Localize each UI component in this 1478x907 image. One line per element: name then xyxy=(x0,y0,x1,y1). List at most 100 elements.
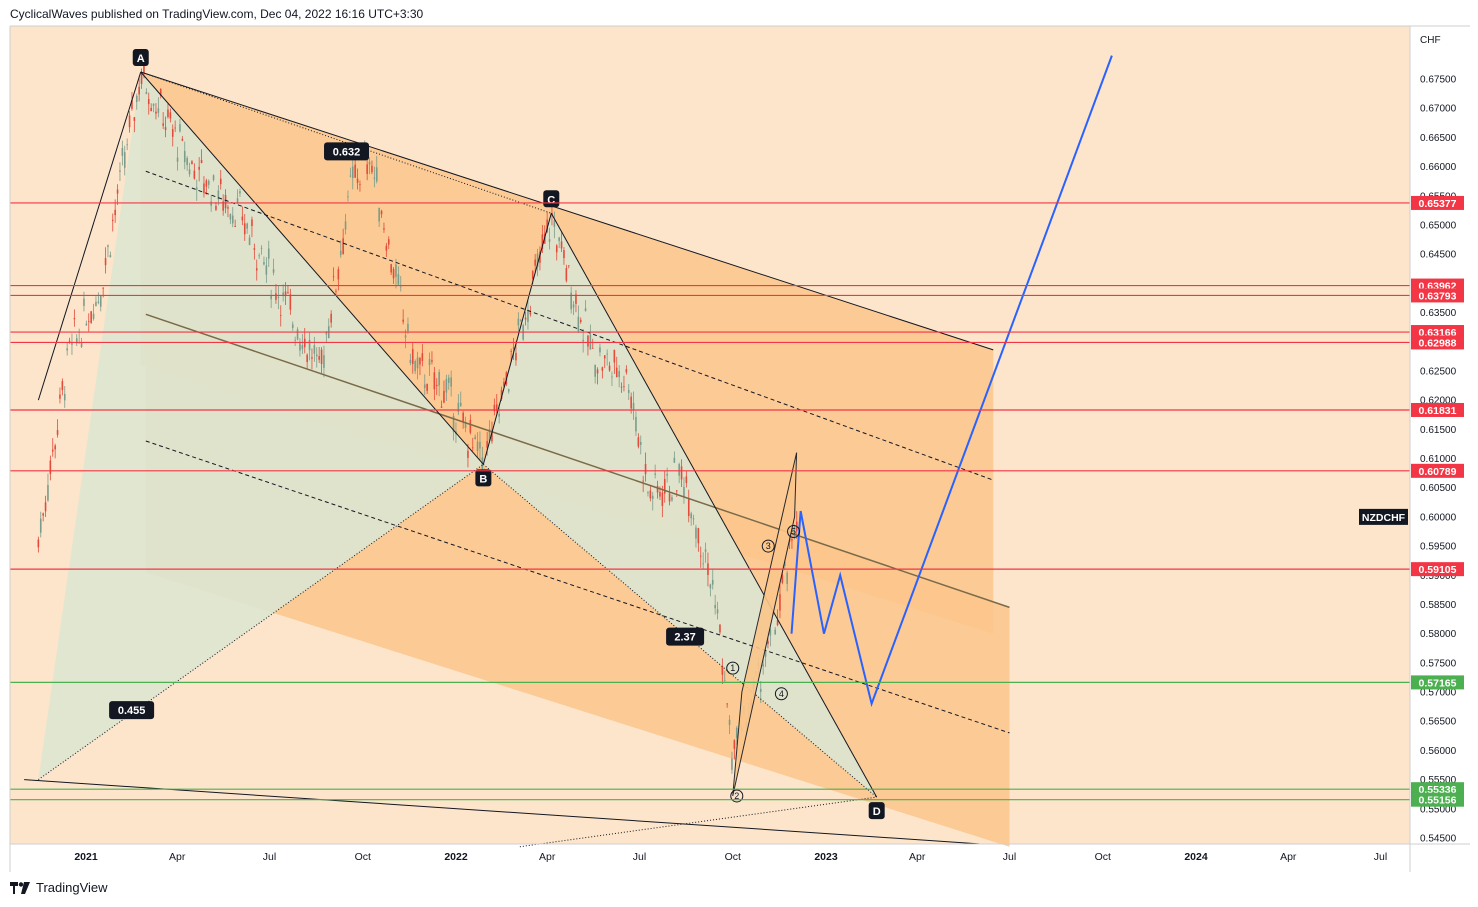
candle-body xyxy=(308,339,311,351)
price-axis[interactable] xyxy=(1411,27,1469,843)
candle-body xyxy=(255,268,258,271)
candle-body xyxy=(397,274,400,285)
level-label-bg xyxy=(1411,782,1464,797)
candle-body xyxy=(426,383,428,391)
candle-body xyxy=(433,372,436,390)
candle-body xyxy=(764,650,767,657)
candle-body xyxy=(450,377,452,387)
candle-body xyxy=(659,492,661,497)
level-label-bg xyxy=(1411,792,1464,807)
candle-body xyxy=(699,555,702,557)
candle-body xyxy=(781,574,784,583)
candle-body xyxy=(87,321,90,322)
candle-body xyxy=(301,345,304,350)
candle-body xyxy=(109,255,112,258)
candle-body xyxy=(90,311,92,323)
channel-dash-lower xyxy=(145,440,1010,734)
level-label-bg xyxy=(1411,288,1464,303)
candle-body xyxy=(222,201,224,211)
candle-body xyxy=(116,189,119,194)
candle-body xyxy=(654,473,656,475)
level-label: 0.60789 xyxy=(1419,466,1457,478)
candle-body xyxy=(467,450,469,458)
candle-body xyxy=(378,207,380,222)
candle-body xyxy=(145,92,148,94)
candle-body xyxy=(627,389,630,393)
x-tick-label: Oct xyxy=(355,851,371,863)
candle-body xyxy=(203,183,205,194)
y-tick-label: 0.64500 xyxy=(1420,250,1457,261)
y-tick-label: 0.56000 xyxy=(1420,746,1457,757)
candle-body xyxy=(210,201,212,206)
candle-body xyxy=(128,115,131,128)
wave-circle xyxy=(774,687,788,701)
candle-body xyxy=(179,124,181,132)
candle-body xyxy=(584,308,587,312)
channel-drawings xyxy=(38,71,1010,847)
candle-body xyxy=(611,376,613,378)
candle-body xyxy=(54,445,56,450)
candle-body xyxy=(719,624,721,633)
y-tick-label: 0.65000 xyxy=(1420,220,1457,231)
pattern-point-badge xyxy=(868,802,885,820)
candle-body xyxy=(769,629,772,636)
candle-body xyxy=(630,396,632,409)
candle-body xyxy=(75,338,78,344)
candle-body xyxy=(279,314,282,316)
candle-body xyxy=(606,353,608,355)
candle-body xyxy=(351,166,354,179)
candle-body xyxy=(495,404,498,411)
candle-body xyxy=(243,223,246,235)
symbol-tag-bg xyxy=(1359,508,1408,525)
candle-body xyxy=(155,111,157,114)
candle-body xyxy=(265,265,268,275)
candle-body xyxy=(531,271,534,279)
candle-body xyxy=(443,390,445,403)
candle-body xyxy=(231,215,234,224)
candle-body xyxy=(183,151,186,163)
candle-body xyxy=(575,294,577,304)
y-tick-label: 0.66500 xyxy=(1420,133,1457,144)
y-tick-label: 0.56500 xyxy=(1420,717,1457,728)
publish-header: CyclicalWaves published on TradingView.c… xyxy=(10,7,424,21)
candle-body xyxy=(92,313,95,319)
candle-body xyxy=(73,318,76,320)
candle-body xyxy=(195,187,198,190)
candle-body xyxy=(577,316,580,332)
pattern-point-label-c: C xyxy=(547,194,555,206)
candle-body xyxy=(56,430,59,435)
y-tick-label: 0.54500 xyxy=(1420,834,1457,845)
candle-body xyxy=(452,415,455,432)
candle-body xyxy=(299,341,301,351)
impulse-wave-channel xyxy=(732,452,798,797)
candle-body xyxy=(683,486,685,497)
candle-body xyxy=(661,492,664,506)
candle-body xyxy=(534,259,536,266)
ratio-label: 0.455 xyxy=(118,705,146,717)
candle-body xyxy=(224,195,227,209)
candle-body xyxy=(762,664,764,667)
candle-body xyxy=(371,165,373,173)
x-tick-label: Apr xyxy=(169,851,186,863)
candle-body xyxy=(306,354,308,363)
candle-body xyxy=(99,295,102,307)
x-tick-label: Jul xyxy=(263,851,276,863)
candle-body xyxy=(486,440,488,448)
candle-body xyxy=(248,237,251,246)
candle-body xyxy=(234,226,236,227)
candle-body xyxy=(779,594,781,611)
level-label-bg xyxy=(1411,335,1464,350)
candle-body xyxy=(325,332,328,335)
candle-body xyxy=(462,412,464,422)
level-label-bg xyxy=(1411,562,1464,577)
candle-body xyxy=(131,99,133,109)
candle-body xyxy=(399,286,402,288)
candle-body xyxy=(335,290,337,292)
candle-body xyxy=(356,178,359,183)
ratio-label: 2.37 xyxy=(674,632,695,644)
candle-body xyxy=(349,175,352,177)
time-axis[interactable]: 2021 Apr Jul Oct 2022 Apr Jul Oct 2023 Apr Jul Oct 2… xyxy=(74,851,1387,863)
y-tick-label: 0.59500 xyxy=(1420,542,1457,553)
candle-body xyxy=(133,117,136,121)
